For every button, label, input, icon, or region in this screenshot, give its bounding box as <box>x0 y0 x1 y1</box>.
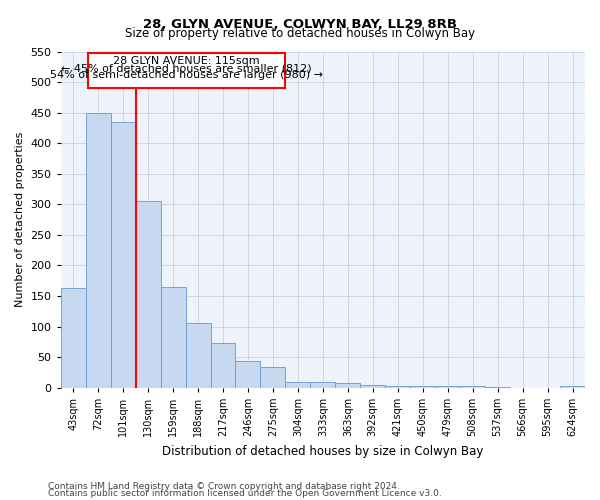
Bar <box>361 384 385 388</box>
Bar <box>161 287 185 388</box>
Bar <box>435 386 460 388</box>
Text: 28, GLYN AVENUE, COLWYN BAY, LL29 8RB: 28, GLYN AVENUE, COLWYN BAY, LL29 8RB <box>143 18 457 30</box>
Bar <box>310 382 335 388</box>
Text: ← 45% of detached houses are smaller (812): ← 45% of detached houses are smaller (81… <box>61 63 312 73</box>
Bar <box>385 386 410 388</box>
Y-axis label: Number of detached properties: Number of detached properties <box>15 132 25 308</box>
Text: Size of property relative to detached houses in Colwyn Bay: Size of property relative to detached ho… <box>125 28 475 40</box>
Bar <box>260 368 286 388</box>
Bar <box>185 324 211 388</box>
Text: 28 GLYN AVENUE: 115sqm: 28 GLYN AVENUE: 115sqm <box>113 56 260 66</box>
X-axis label: Distribution of detached houses by size in Colwyn Bay: Distribution of detached houses by size … <box>162 444 484 458</box>
Bar <box>86 112 110 388</box>
Bar <box>485 387 510 388</box>
Text: Contains HM Land Registry data © Crown copyright and database right 2024.: Contains HM Land Registry data © Crown c… <box>48 482 400 491</box>
Bar <box>460 386 485 388</box>
Bar <box>110 122 136 388</box>
Bar <box>136 201 161 388</box>
Bar <box>211 343 235 388</box>
Bar <box>410 386 435 388</box>
FancyBboxPatch shape <box>88 54 286 88</box>
Bar <box>61 288 86 388</box>
Text: 54% of semi-detached houses are larger (980) →: 54% of semi-detached houses are larger (… <box>50 70 323 81</box>
Bar <box>286 382 310 388</box>
Bar <box>335 382 361 388</box>
Bar <box>235 362 260 388</box>
Text: Contains public sector information licensed under the Open Government Licence v3: Contains public sector information licen… <box>48 489 442 498</box>
Bar <box>560 386 585 388</box>
